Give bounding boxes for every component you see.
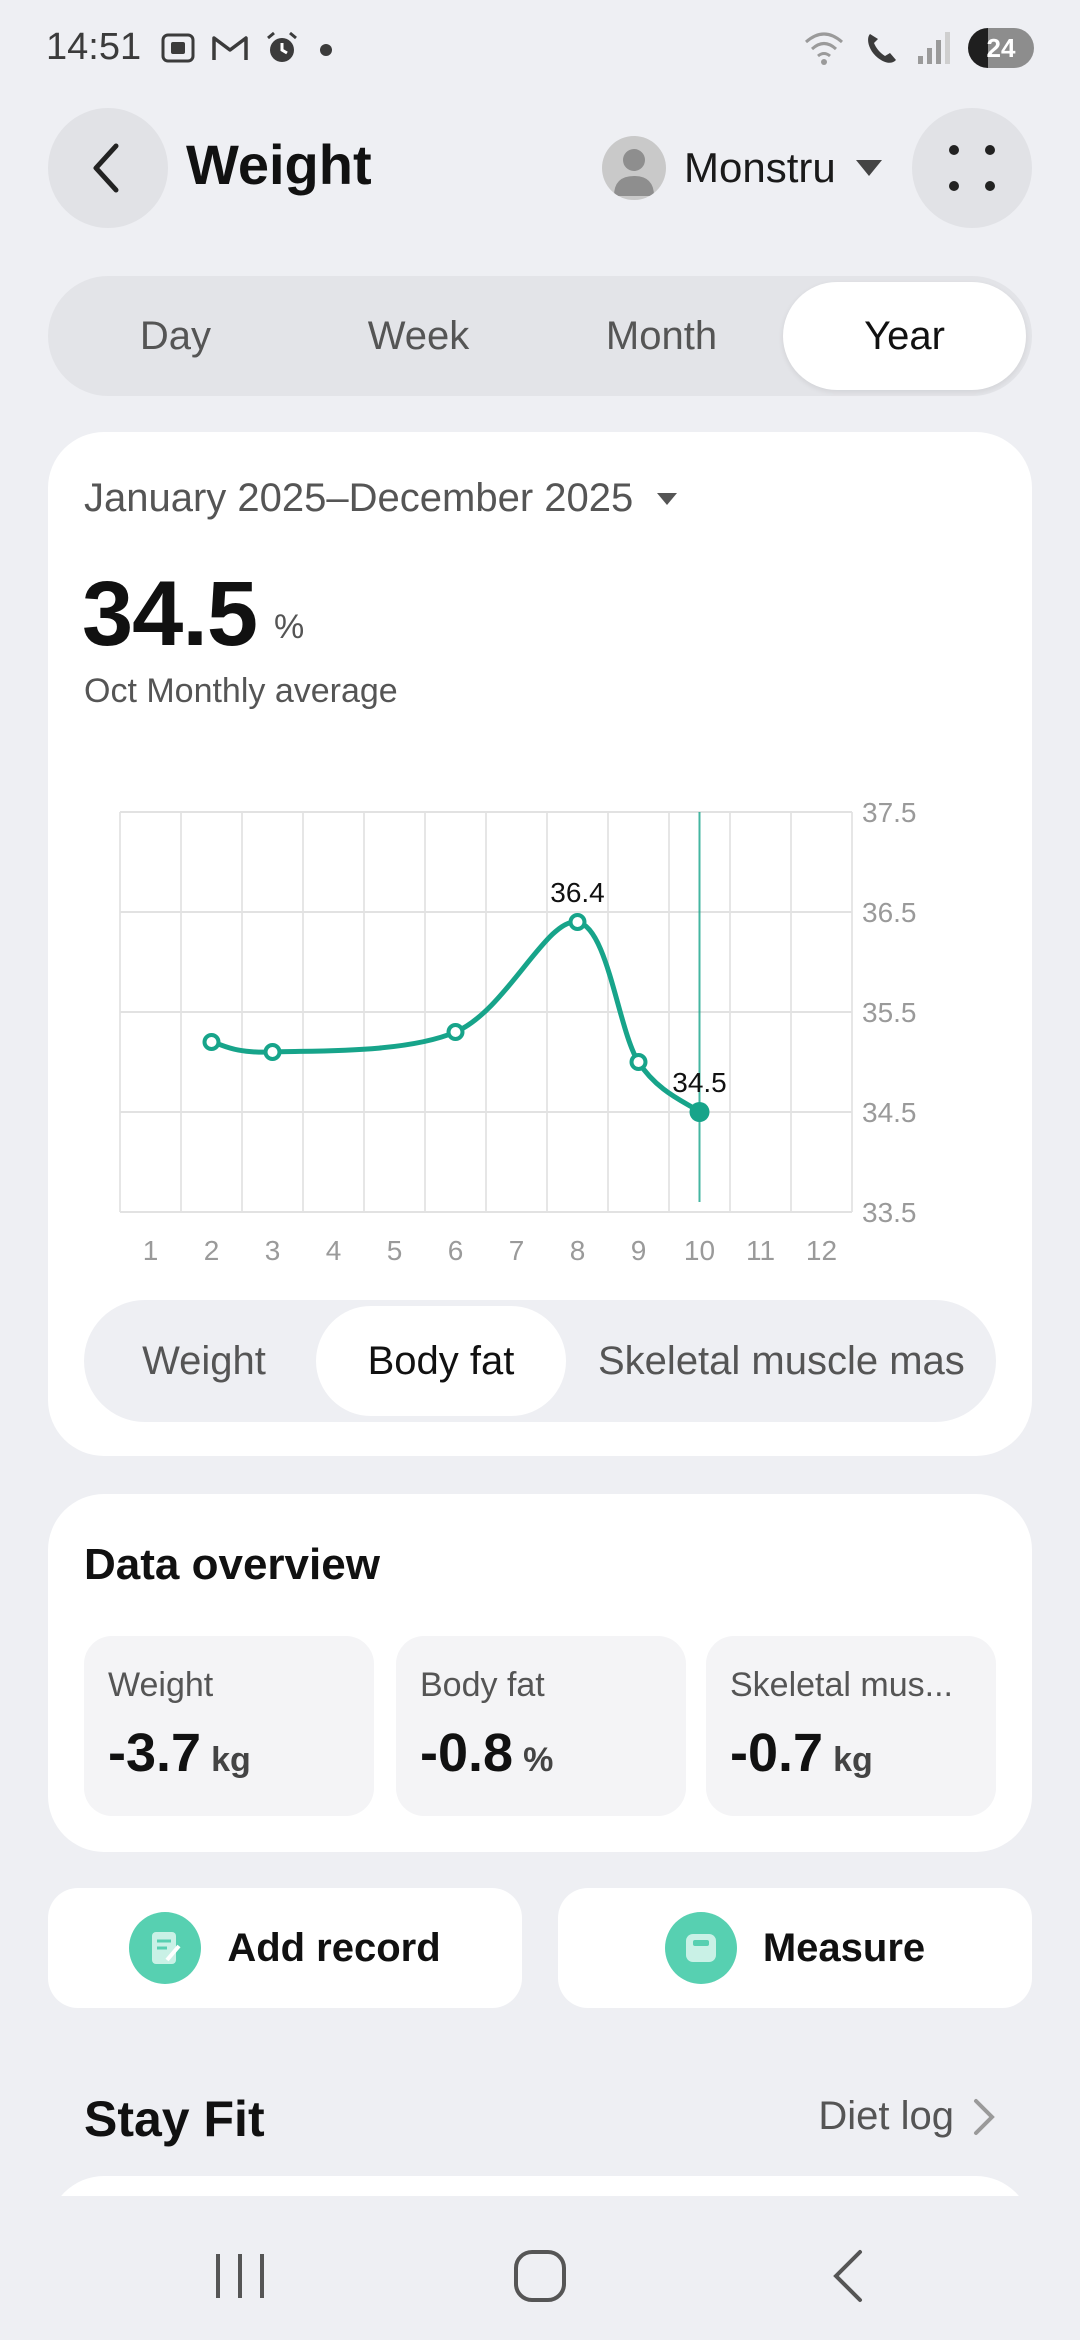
avatar-placeholder-icon [614,149,654,196]
data-overview-card: Data overview Weight -3.7 kg Body fat -0.… [48,1494,1032,1852]
caret-down-icon [855,160,882,176]
data-point [568,913,587,931]
profile-name: Monstru [684,144,836,191]
data-point [202,1033,221,1051]
avatar [602,136,666,200]
alarm-icon [267,31,297,62]
y-tick-label: 34.5 [862,1097,917,1128]
data-label: 36.4 [550,877,605,908]
y-tick-label: 33.5 [862,1197,917,1228]
add-record-label: Add record [227,1925,441,1970]
stat-value: -3.7 kg [108,1723,251,1783]
chevron-right-icon [974,2098,995,2135]
battery-indicator: 24 [968,28,1034,68]
measure-button[interactable]: Measure [558,1888,1032,2008]
status-bar: 14:51 24 [0,0,1080,100]
home-icon[interactable] [512,2248,568,2304]
tab-week[interactable]: Week [367,313,470,358]
system-navigation-bar [0,2196,1080,2340]
tab-day[interactable]: Day [139,313,212,358]
measure-label: Measure [762,1925,926,1970]
status-system-icons: 24 [802,28,1034,68]
metric-tab-body-fat[interactable]: Body fat [316,1306,566,1416]
data-point [263,1043,282,1061]
y-tick-label: 36.5 [862,897,917,928]
x-tick-label: 1 [143,1235,159,1266]
chart-card: January 2025–December 2025 34.5 % Oct Mo… [48,432,1032,1456]
diet-log-link[interactable]: Diet log [818,2094,996,2139]
nav-back-icon[interactable] [820,2248,876,2304]
metric-tabs: Weight Body fat Skeletal muscle mas [84,1300,996,1422]
summary-caption: Oct Monthly average [84,672,398,710]
stat-label: Body fat [420,1666,545,1704]
more-button[interactable] [912,108,1032,228]
x-tick-label: 3 [265,1235,281,1266]
wifi-icon [805,32,843,65]
tab-month[interactable]: Month [605,313,718,358]
stat-body-fat[interactable]: Body fat -0.8% [396,1636,686,1816]
x-tick-label: 5 [387,1235,403,1266]
x-tick-label: 9 [631,1235,647,1266]
stat-weight[interactable]: Weight -3.7 kg [84,1636,374,1816]
data-point [446,1023,465,1041]
caret-down-icon [657,492,678,505]
dot-icon [320,44,332,56]
metric-tab-weight[interactable]: Weight [142,1338,266,1383]
metric-tab-skeletal-muscle[interactable]: Skeletal muscle mas [598,1338,965,1383]
more-grid-icon [949,145,995,191]
status-time: 14:51 [46,26,142,68]
page-title: Weight [186,133,372,196]
stat-label: Weight [108,1666,214,1704]
data-label: 34.5 [672,1067,727,1098]
series-line [209,919,702,1115]
scale-icon [664,1912,737,1984]
x-tick-label: 8 [570,1235,586,1266]
x-tick-label: 10 [684,1235,715,1266]
screenshot-icon [161,33,195,63]
back-arrow-icon [93,143,119,193]
date-range-selector[interactable]: January 2025–December 2025 [84,476,679,521]
status-notification-icons [160,30,338,66]
body-fat-line-chart[interactable]: 37.536.535.534.533.51 2 3 4 5 6 7 8 9 10 11 1236.43… [48,772,1032,1292]
x-tick-label: 4 [326,1235,342,1266]
overview-title: Data overview [84,1540,380,1589]
stay-fit-title: Stay Fit [84,2091,265,2147]
y-tick-label: 35.5 [862,997,917,1028]
add-record-icon [129,1912,202,1984]
period-tabs: Day Week Month Year [48,276,1032,396]
x-tick-label: 7 [509,1235,525,1266]
summary-unit: % [274,608,305,646]
date-range-label: January 2025–December 2025 [84,476,634,520]
signal-icon [918,32,950,64]
summary-value: 34.5 [82,563,258,665]
x-tick-label: 2 [204,1235,220,1266]
data-point [629,1053,648,1071]
x-tick-label: 6 [448,1235,464,1266]
diet-log-label: Diet log [818,2094,954,2138]
stat-value: -0.7 kg [730,1723,873,1783]
wifi-call-icon [868,34,896,63]
add-record-button[interactable]: Add record [48,1888,522,2008]
back-button[interactable] [48,108,168,228]
x-tick-label: 12 [806,1235,837,1266]
tab-year[interactable]: Year [783,282,1026,390]
stat-value: -0.8% [420,1723,554,1783]
y-tick-label: 37.5 [862,797,917,828]
gmail-icon [212,36,248,60]
stat-skeletal-muscle[interactable]: Skeletal mus... -0.7 kg [706,1636,996,1816]
profile-selector[interactable]: Monstru [602,136,884,200]
x-tick-label: 11 [746,1235,775,1266]
recent-apps-icon[interactable] [212,2248,268,2304]
stat-label: Skeletal mus... [730,1666,953,1704]
selected-data-point [689,1102,710,1122]
